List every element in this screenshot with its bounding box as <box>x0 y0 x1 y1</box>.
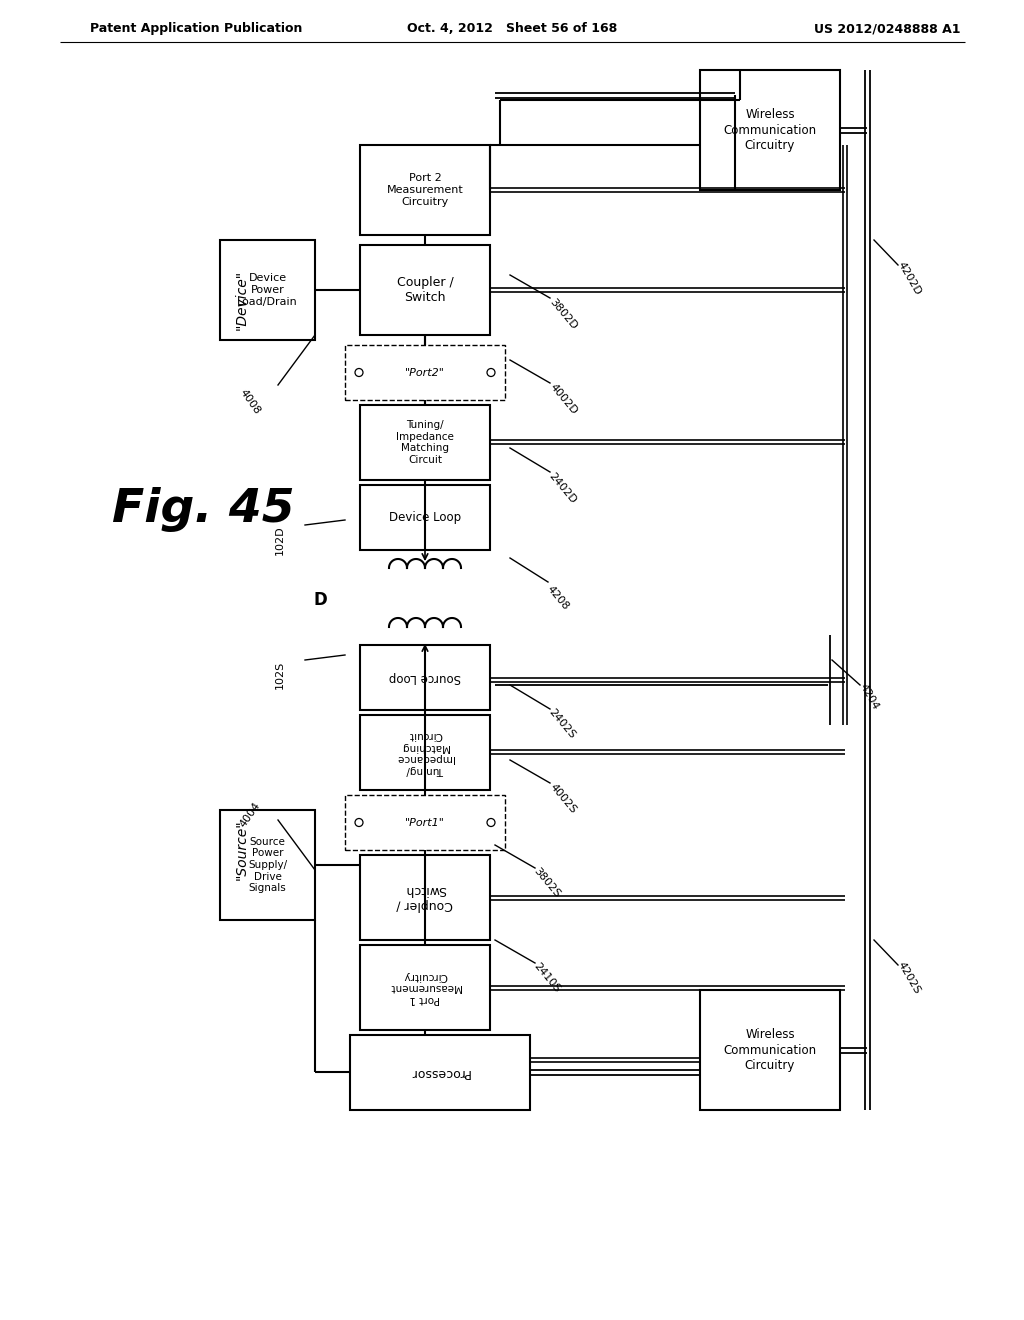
Text: "Source": "Source" <box>234 820 249 880</box>
Text: Port 1
Measurement
Circuitry: Port 1 Measurement Circuitry <box>389 972 461 1005</box>
Bar <box>360 246 490 335</box>
Text: Tuning/
Impedance
Matching
Circuit: Tuning/ Impedance Matching Circuit <box>396 730 454 775</box>
Bar <box>700 70 840 190</box>
Bar <box>360 715 490 789</box>
Text: 2402S: 2402S <box>547 708 578 741</box>
Text: Fig. 45: Fig. 45 <box>112 487 295 532</box>
Text: 4002D: 4002D <box>548 381 580 416</box>
Circle shape <box>355 368 362 376</box>
Text: Coupler /
Switch: Coupler / Switch <box>396 276 454 304</box>
Text: Wireless
Communication
Circuitry: Wireless Communication Circuitry <box>723 1028 816 1072</box>
Bar <box>220 810 315 920</box>
Text: 2402D: 2402D <box>547 471 579 506</box>
Circle shape <box>487 818 495 826</box>
Bar <box>360 945 490 1030</box>
Text: 3802D: 3802D <box>548 297 580 331</box>
Text: Source Loop: Source Loop <box>389 671 461 684</box>
Bar <box>345 345 505 400</box>
Bar <box>360 484 490 550</box>
Bar <box>360 405 490 480</box>
Text: Source
Power
Supply/
Drive
Signals: Source Power Supply/ Drive Signals <box>248 837 287 894</box>
Text: 4202S: 4202S <box>896 960 923 995</box>
Text: "Port1": "Port1" <box>406 817 445 828</box>
Bar <box>360 855 490 940</box>
Bar <box>360 145 490 235</box>
Bar <box>345 795 505 850</box>
Text: 4208: 4208 <box>545 583 571 612</box>
Text: US 2012/0248888 A1: US 2012/0248888 A1 <box>813 22 961 36</box>
Text: "Port2": "Port2" <box>406 367 445 378</box>
Text: 2410S: 2410S <box>532 961 562 995</box>
Text: Patent Application Publication: Patent Application Publication <box>90 22 302 36</box>
Bar <box>220 240 315 341</box>
Text: 102D: 102D <box>275 525 285 554</box>
Circle shape <box>355 818 362 826</box>
Text: 3802S: 3802S <box>532 866 562 900</box>
Text: Wireless
Communication
Circuitry: Wireless Communication Circuitry <box>723 108 816 152</box>
Text: Tuning/
Impedance
Matching
Circuit: Tuning/ Impedance Matching Circuit <box>396 420 454 465</box>
Text: Oct. 4, 2012   Sheet 56 of 168: Oct. 4, 2012 Sheet 56 of 168 <box>407 22 617 36</box>
Text: 4008: 4008 <box>238 388 262 416</box>
Bar <box>700 990 840 1110</box>
Text: 102S: 102S <box>275 661 285 689</box>
Circle shape <box>487 368 495 376</box>
Text: 4204: 4204 <box>858 682 881 711</box>
Text: 4202D: 4202D <box>896 260 923 297</box>
Text: D: D <box>313 591 327 609</box>
Text: "Device": "Device" <box>234 269 249 330</box>
Text: 4004: 4004 <box>238 800 262 829</box>
Text: Port 2
Measurement
Circuitry: Port 2 Measurement Circuitry <box>387 173 464 207</box>
Text: Coupler /
Switch: Coupler / Switch <box>396 883 454 912</box>
Text: Device
Power
Load/Drain: Device Power Load/Drain <box>238 273 298 306</box>
Text: Device Loop: Device Loop <box>389 511 461 524</box>
Bar <box>360 645 490 710</box>
Text: 4002S: 4002S <box>548 783 579 816</box>
Text: Processor: Processor <box>410 1067 470 1078</box>
Bar <box>350 1035 530 1110</box>
